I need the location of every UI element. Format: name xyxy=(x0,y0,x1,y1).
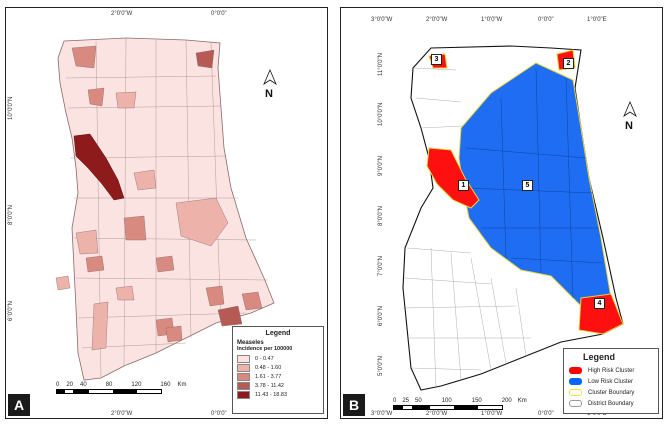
scale-b-label: 150 xyxy=(471,398,482,404)
legend-b-item: District Boundary xyxy=(569,398,653,409)
scale-a-label: 0 xyxy=(56,382,60,388)
scale-a-label: 40 xyxy=(80,382,87,388)
scale-a-unit: Km xyxy=(177,382,187,388)
tick-top-b-2: 1°0'0"W xyxy=(481,17,503,23)
tick-bottom-a-0: 2°0'0"W xyxy=(111,411,133,417)
swatch xyxy=(569,389,582,396)
legend-b-item: High Risk Cluster xyxy=(569,365,653,376)
legend-b-label: Cluster Boundary xyxy=(588,389,635,396)
swatch xyxy=(237,390,250,399)
swatch xyxy=(237,372,250,381)
map-panel-b: 3°0'0"W 2°0'0"W 1°0'0"W 0°0'0" 1°0'0"E 3… xyxy=(340,7,663,419)
legend-a-item: 1.61 - 3.77 xyxy=(237,372,319,381)
tick-top-b-4: 1°0'0"E xyxy=(587,17,607,23)
legend-b-title: Legend xyxy=(583,352,616,362)
tick-top-b-0: 3°0'0"W xyxy=(371,17,393,23)
scale-bar-b: 0 25 50 100 150 200 Km xyxy=(393,398,527,410)
legend-a-label: 0.48 - 1.60 xyxy=(255,364,282,371)
cluster-label-1: 1 xyxy=(458,180,469,191)
scale-b-label: 50 xyxy=(415,398,422,404)
swatch xyxy=(569,378,582,385)
scale-a-label: 20 xyxy=(66,382,74,388)
legend-a-title: Legend xyxy=(265,330,291,337)
tick-bottom-a-1: 0°0'0" xyxy=(211,411,227,417)
tick-bottom-b-0: 3°0'0"W xyxy=(371,411,393,417)
ghana-cluster-map xyxy=(402,45,637,391)
scale-b-label: 25 xyxy=(402,398,410,404)
scale-b-label: 200 xyxy=(501,398,512,404)
legend-a-label: 1.61 - 3.77 xyxy=(255,373,282,380)
swatch xyxy=(237,363,250,372)
scale-b-label: 100 xyxy=(441,398,452,404)
tick-bottom-b-1: 2°0'0"W xyxy=(426,411,448,417)
scale-b-label: 0 xyxy=(393,398,397,404)
map-panel-a: 2°0'0"W 0°0'0" 2°0'0"W 0°0'0" 10°0'0"N 8… xyxy=(5,7,328,419)
scale-b-unit: Km xyxy=(517,398,527,404)
cluster-label-3: 3 xyxy=(431,54,442,65)
legend-a: Legend Measeles Incidence per 100000 0 -… xyxy=(232,326,324,414)
tick-top-b-3: 0°0'0" xyxy=(538,17,554,23)
swatch xyxy=(569,400,582,407)
tick-bottom-b-2: 1°0'0"W xyxy=(481,411,503,417)
legend-a-item: 11.43 - 18.83 xyxy=(237,390,319,399)
scale-a-label: 160 xyxy=(160,382,171,388)
legend-a-unit: Incidence per 100000 xyxy=(237,346,293,352)
ghana-measles-map xyxy=(55,37,277,381)
north-arrow-b: N xyxy=(625,120,633,132)
legend-b-label: Low Risk Cluster xyxy=(588,378,634,385)
legend-a-subtitle: Measeles xyxy=(237,340,264,346)
scale-a-label: 80 xyxy=(105,382,113,388)
tick-bottom-b-3: 0°0'0" xyxy=(538,411,554,417)
cluster-label-5: 5 xyxy=(522,180,533,191)
tick-top-a-1: 0°0'0" xyxy=(211,11,227,17)
legend-a-item: 0.48 - 1.60 xyxy=(237,363,319,372)
swatch xyxy=(237,354,250,363)
legend-b-label: High Risk Cluster xyxy=(588,367,635,374)
panel-letter-b: B xyxy=(343,394,365,416)
tick-bottom-b-4: 1°0'0"E xyxy=(587,411,607,417)
panel-letter-a: A xyxy=(8,394,30,416)
legend-b-label: District Boundary xyxy=(588,400,634,407)
legend-a-label: 11.43 - 18.83 xyxy=(255,391,288,398)
legend-a-label: 0 - 0.47 xyxy=(255,355,274,362)
legend-b-item: Low Risk Cluster xyxy=(569,376,653,387)
tick-top-b-1: 2°0'0"W xyxy=(426,17,448,23)
cluster-label-4: 4 xyxy=(594,298,605,309)
legend-b-item: Cluster Boundary xyxy=(569,387,653,398)
legend-a-label: 3.78 - 11.42 xyxy=(255,382,284,389)
tick-top-a-0: 2°0'0"W xyxy=(111,11,133,17)
legend-a-item: 3.78 - 11.42 xyxy=(237,381,319,390)
scale-a-label: 120 xyxy=(131,382,142,388)
legend-b: Legend High Risk Cluster Low Risk Cluste… xyxy=(563,348,659,414)
cluster-label-2: 2 xyxy=(563,58,574,69)
scale-bar-a: 0 20 40 80 120 160 Km xyxy=(56,382,186,394)
swatch xyxy=(569,367,582,374)
swatch xyxy=(237,381,250,390)
legend-a-item: 0 - 0.47 xyxy=(237,354,319,363)
north-arrow-a: N xyxy=(265,88,273,100)
